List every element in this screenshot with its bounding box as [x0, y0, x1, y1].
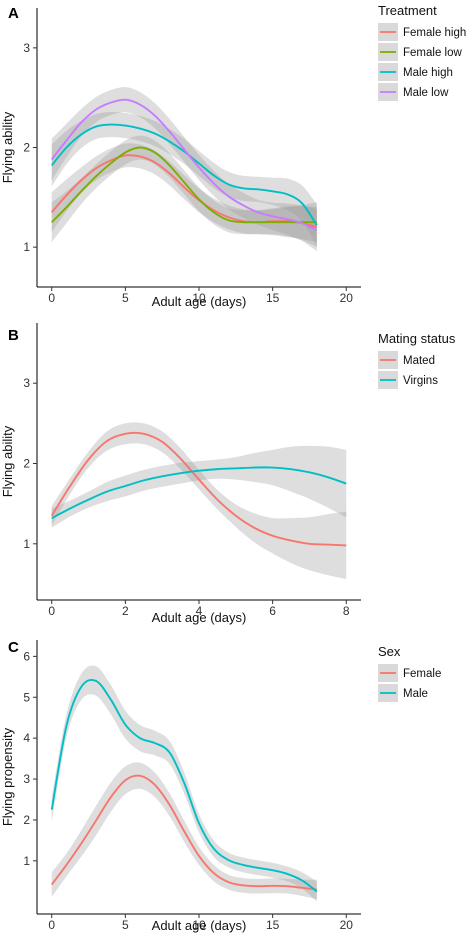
confidence-band	[51, 135, 317, 243]
series-line	[50, 431, 347, 547]
y-tick-label: 3	[23, 41, 30, 55]
x-tick-label: 5	[122, 291, 129, 305]
x-tick-label: 10	[192, 918, 206, 932]
legend-entry-label: Female low	[403, 47, 462, 59]
y-tick-label: 2	[23, 141, 30, 155]
legend-entry-label: Male high	[403, 67, 453, 79]
legend: Mating status Mated Virgins	[378, 331, 456, 389]
y-tick-label: 2	[23, 813, 30, 827]
chart-c: C 0 5 10 15 20 1 2 3 4 5 6 Adult age (days) Flying pr…	[0, 639, 441, 933]
legend-title: Mating status	[378, 331, 456, 346]
panel-label: A	[8, 5, 19, 22]
legend-title: Treatment	[378, 3, 437, 18]
y-tick-label: 4	[23, 731, 30, 745]
panel-label: C	[8, 639, 19, 656]
y-axis-label: Flying propensity	[0, 727, 15, 826]
x-tick-label: 4	[196, 604, 203, 618]
panel-a: A 0 5 10 15 20 1 2 3 Adult age (days) Flying abili…	[0, 0, 474, 310]
confidence-band	[51, 422, 347, 580]
y-tick-label: 3	[23, 376, 30, 390]
y-tick-label: 1	[23, 854, 30, 868]
series-line	[50, 678, 318, 893]
x-tick-label: 10	[192, 291, 206, 305]
legend-entry-label: Virgins	[403, 375, 438, 387]
y-tick-label: 1	[23, 537, 30, 551]
chart-a: A 0 5 10 15 20 1 2 3 Adult age (days) Flying abili…	[0, 3, 466, 309]
legend-entry-label: Female high	[403, 27, 466, 39]
series-line	[50, 123, 318, 226]
x-tick-label: 2	[122, 604, 129, 618]
legend-entry-label: Male low	[403, 87, 449, 99]
x-tick-label: 15	[266, 918, 280, 932]
x-tick-label: 0	[48, 291, 55, 305]
y-tick-label: 2	[23, 457, 30, 471]
confidence-band	[51, 445, 347, 528]
legend-entry-label: Female	[403, 668, 441, 680]
y-tick-label: 6	[23, 649, 30, 663]
x-axis-label: Adult age (days)	[152, 918, 247, 933]
x-tick-label: 5	[122, 918, 129, 932]
series-line	[50, 98, 318, 232]
x-axis-label: Adult age (days)	[152, 610, 247, 625]
series-line	[50, 774, 317, 891]
legend-entry-label: Male	[403, 688, 428, 700]
x-tick-label: 6	[269, 604, 276, 618]
series-line	[51, 154, 318, 229]
x-tick-label: 8	[343, 604, 350, 618]
y-axis-label: Flying ability	[0, 111, 15, 183]
y-tick-label: 5	[23, 690, 30, 704]
y-tick-label: 3	[23, 772, 30, 786]
panel-b: B 0 2 4 6 8 1 2 3 Adult age (days) Flying ability M…	[0, 310, 474, 630]
series-line	[51, 466, 347, 519]
x-axis-label: Adult age (days)	[152, 294, 247, 309]
y-tick-label: 1	[23, 240, 30, 254]
panel-c: C 0 5 10 15 20 1 2 3 4 5 6 Adult age (days) Flying pr…	[0, 630, 474, 935]
legend-title: Sex	[378, 644, 401, 659]
x-tick-label: 20	[340, 291, 354, 305]
chart-b: B 0 2 4 6 8 1 2 3 Adult age (days) Flying ability M…	[0, 323, 456, 625]
y-axis-label: Flying ability	[0, 425, 15, 497]
x-tick-label: 0	[48, 604, 55, 618]
legend-entry-label: Mated	[403, 355, 435, 367]
panel-label: B	[8, 327, 19, 344]
legend: Treatment Female high Female low Male high M…	[378, 3, 466, 101]
series-line	[51, 146, 317, 224]
x-tick-label: 15	[266, 291, 280, 305]
x-tick-label: 0	[48, 918, 55, 932]
x-tick-label: 20	[340, 918, 354, 932]
